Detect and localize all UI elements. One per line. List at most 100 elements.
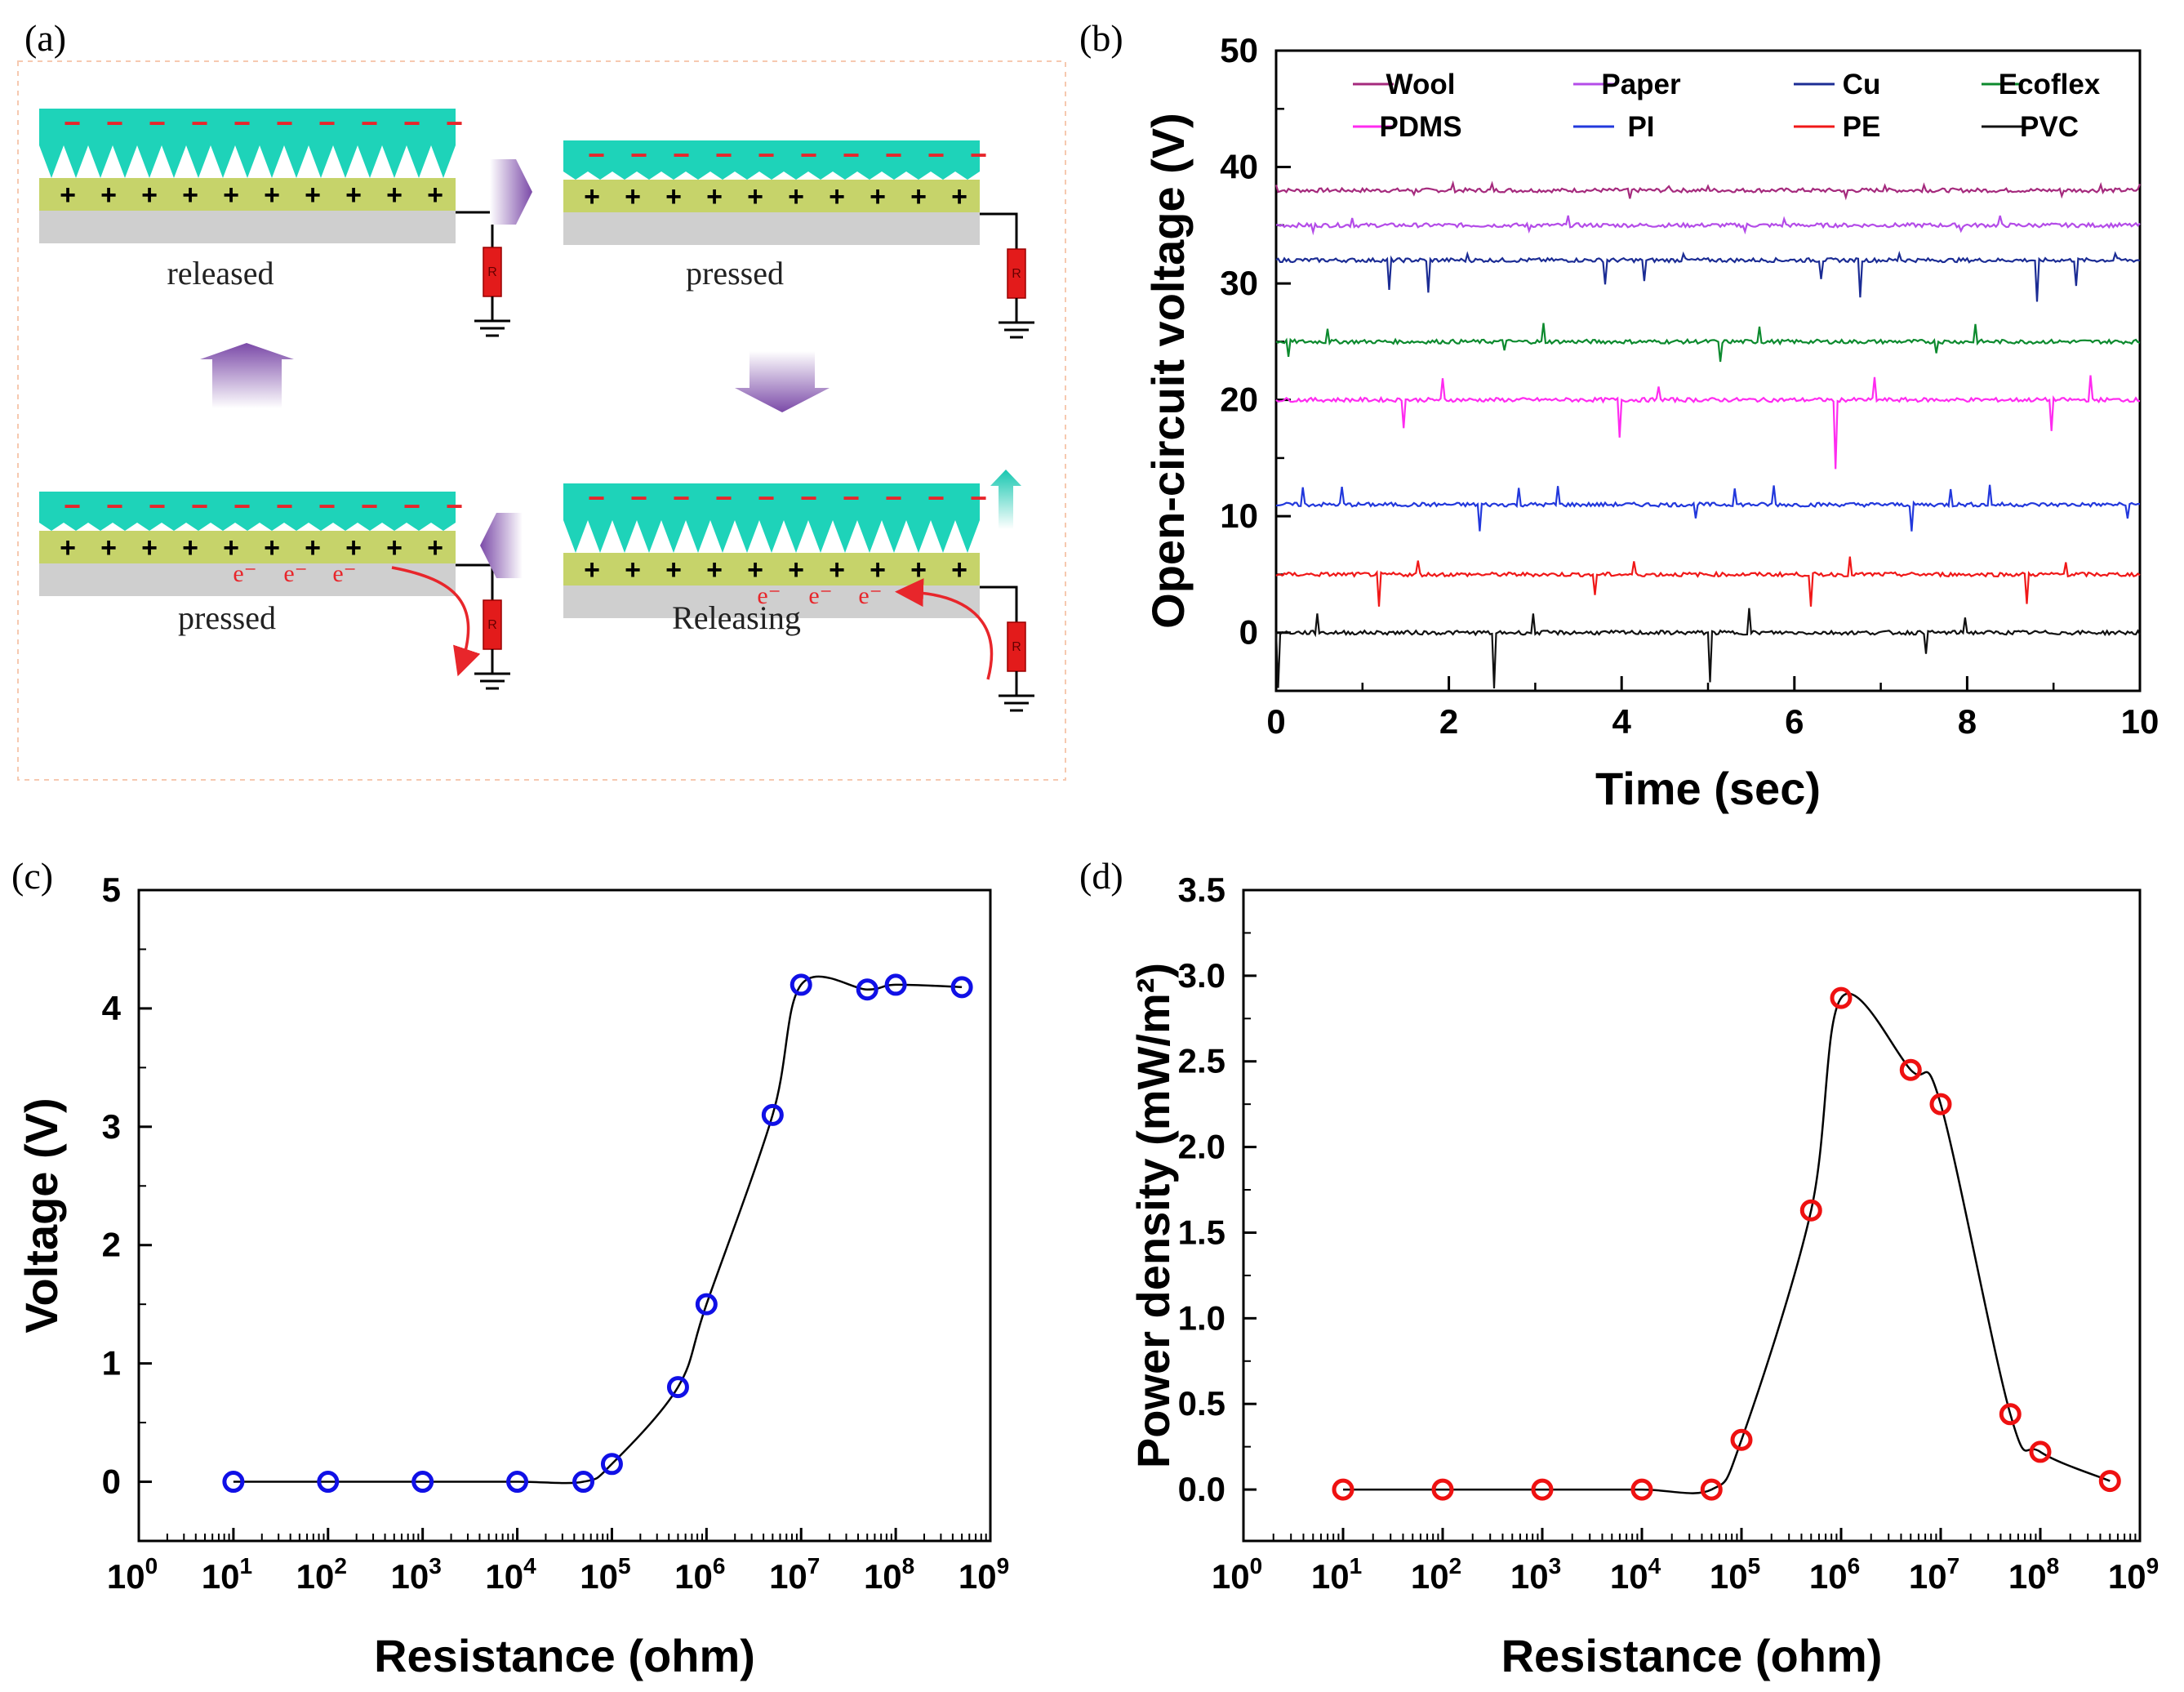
device-releasing: − − − − − − − − − −+ + + + + + + + + +R [563,481,1034,712]
series-line-pe [1275,556,2141,607]
x-tick-exponent: 3 [1549,1553,1562,1578]
negative-charge: − [715,138,732,171]
data-point [884,973,907,996]
negative-charge: − [191,489,208,523]
bottom-layer [39,531,456,563]
x-tick-label: 4 [1612,702,1632,741]
data-point [600,1453,623,1476]
negative-charge: − [318,106,336,140]
electron: e⁻ [233,560,256,587]
x-tick-exponent: 6 [713,1553,726,1578]
x-tick-label: 102 [1411,1553,1461,1596]
x-tick-label: 2 [1439,702,1458,741]
legend-entry-paper: Paper [1601,69,1681,100]
bottom-layer [563,180,980,212]
data-point [411,1471,434,1494]
positive-charge: + [951,554,967,586]
y-tick-label: 1.5 [1178,1213,1225,1251]
positive-charge: + [951,181,967,212]
positive-charge: + [427,532,443,563]
x-tick-label: 100 [1212,1553,1262,1596]
legend-entry-wool: Wool [1386,69,1456,100]
negative-charge: − [885,481,902,514]
negative-charge: − [106,106,123,140]
negative-charge: − [800,481,817,514]
positive-charge: + [706,181,723,212]
data-point [1899,1058,1922,1081]
y-axis-title: Open-circuit voltage (V) [1142,113,1194,629]
x-tick-label: 106 [674,1553,725,1596]
fit-curve [233,975,963,1485]
x-tick-label: 8 [1958,702,1977,741]
negative-charge: − [318,489,336,523]
data-point [2098,1470,2121,1493]
positive-charge: + [386,180,403,211]
resistor-label: R [1012,640,1021,654]
x-tick-exponent: 7 [1947,1553,1960,1578]
data-point [666,1376,689,1399]
electrode [39,563,456,596]
positive-charge: + [788,554,804,586]
y-tick-label: 0 [1239,613,1258,652]
negative-charge: − [234,489,251,523]
series-line-pi [1275,484,2141,532]
x-tick-label: 6 [1785,702,1804,741]
x-tick-exponent: 6 [1848,1553,1861,1578]
micro-pyramids [39,523,456,531]
arrow-up-icon [200,343,294,408]
x-tick-label: 10 [2121,702,2160,741]
negative-charge: − [630,138,647,171]
x-tick-exponent: 8 [902,1553,915,1578]
negative-charge: − [191,106,208,140]
top-layer [39,492,456,523]
series-line-wool [1274,180,2142,201]
wire [456,563,494,600]
data-point [1830,986,1853,1009]
y-axis-title: Power density (mW/m²) [1128,963,1179,1468]
negative-charge: − [843,481,860,514]
x-tick-label: 102 [296,1553,347,1596]
x-tick-exponent: 2 [334,1553,347,1578]
negative-charge: − [276,106,293,140]
positive-charge: + [223,180,239,211]
negative-charge: − [446,489,463,523]
positive-charge: + [829,554,845,586]
fit-curve [1342,992,2111,1494]
positive-charge: + [427,180,443,211]
positive-charge: + [665,554,682,586]
plot-frame [1274,49,2142,692]
positive-charge: + [747,554,763,586]
negative-charge: − [149,489,166,523]
positive-charge: + [386,532,403,563]
arrow-left-icon [480,513,523,578]
data-point [572,1471,595,1494]
positive-charge: + [910,181,927,212]
voltage-resistance-chart: 100 101 102 103 104 105 106 107 108 109012345Resi… [16,870,1009,1681]
x-tick-label: 108 [2008,1553,2059,1596]
negative-charge: − [843,138,860,171]
y-tick-label: 1.0 [1178,1298,1225,1337]
x-tick-exponent: 1 [1350,1553,1363,1578]
data-point [1431,1478,1454,1501]
legend-entry-ecoflex: Ecoflex [1999,69,2101,100]
y-tick-label: 3 [102,1107,121,1146]
negative-charge: − [970,481,987,514]
y-tick-label: 0.0 [1178,1470,1225,1508]
y-tick-label: 30 [1220,264,1258,302]
negative-charge: − [673,138,690,171]
data-point [1929,1093,1952,1115]
x-tick-label: 101 [1311,1553,1362,1596]
y-tick-label: 50 [1220,31,1258,69]
data-point [317,1471,340,1494]
x-tick-exponent: 5 [1748,1553,1761,1578]
positive-charge: + [141,532,158,563]
positive-charge: + [788,181,804,212]
positive-charge: + [264,180,280,211]
x-tick-exponent: 1 [239,1553,252,1578]
negative-charge: − [64,106,81,140]
negative-charge: − [927,138,945,171]
x-tick-label: 105 [580,1553,630,1596]
micro-pyramids [39,145,456,178]
top-layer [563,483,980,520]
